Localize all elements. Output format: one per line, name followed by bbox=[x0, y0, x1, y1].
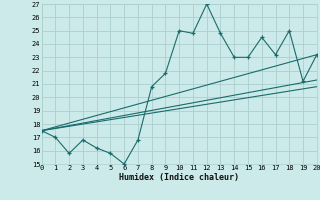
X-axis label: Humidex (Indice chaleur): Humidex (Indice chaleur) bbox=[119, 173, 239, 182]
